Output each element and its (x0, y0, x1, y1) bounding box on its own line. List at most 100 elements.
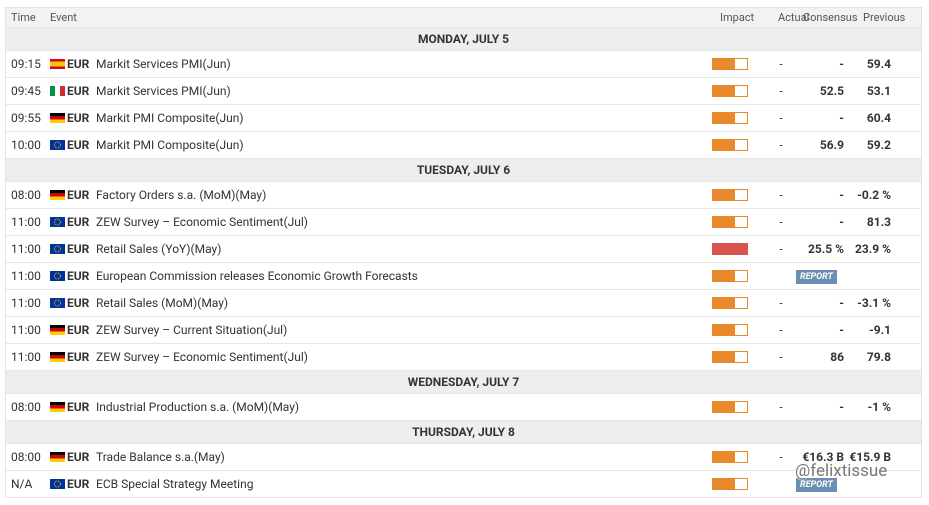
day-row: WEDNESDAY, JULY 7 (6, 371, 921, 394)
previous: -1 % (867, 400, 891, 414)
impact-bar (712, 139, 748, 151)
event-row: 08:00 EUR Trade Balance s.a.(May) - €16.3 B €… (6, 444, 921, 471)
flag-icon (50, 479, 65, 489)
event-currency: EUR (67, 84, 90, 98)
previous: -0.2 % (857, 188, 891, 202)
flag-icon (50, 86, 65, 96)
impact-bar (712, 216, 748, 228)
flag (50, 452, 67, 462)
flag-icon (50, 140, 65, 150)
flag-icon (50, 190, 65, 200)
previous: 79.8 (866, 350, 891, 364)
event-name: Factory Orders s.a. (MoM)(May) (96, 188, 267, 202)
event-time: 09:55 (11, 111, 41, 125)
event-currency: EUR (67, 188, 90, 202)
flag (50, 190, 67, 200)
actual: - (779, 450, 783, 464)
consensus: 86 (830, 350, 844, 364)
flag (50, 402, 67, 412)
event-currency: EUR (67, 400, 90, 414)
event-currency: EUR (67, 477, 90, 491)
event-currency: EUR (67, 350, 90, 364)
previous: -3.1 % (857, 296, 891, 310)
flag (50, 325, 67, 335)
event-currency: EUR (67, 111, 90, 125)
consensus: 56.9 (819, 138, 844, 152)
flag-icon (50, 271, 65, 281)
actual: - (779, 242, 783, 256)
consensus: - (839, 57, 844, 71)
flag (50, 271, 67, 281)
day-row: TUESDAY, JULY 6 (6, 159, 921, 182)
report-button[interactable]: REPORT (796, 478, 837, 492)
day-title: WEDNESDAY, JULY 7 (407, 375, 520, 389)
consensus: REPORT (796, 476, 844, 492)
day-title: TUESDAY, JULY 6 (416, 163, 511, 177)
impact (705, 112, 763, 124)
event-row: 11:00 EUR ZEW Survey – Current Situation(J… (6, 317, 921, 344)
impact (705, 58, 763, 70)
previous: -9.1 (869, 323, 891, 337)
flag-icon (50, 452, 65, 462)
impact-bar (712, 189, 748, 201)
impact (705, 189, 763, 201)
event-row: 11:00 EUR Retail Sales (MoM)(May) - - -3.1 % (6, 290, 921, 317)
header-cell: Time (11, 11, 36, 24)
event-time: 10:00 (11, 138, 41, 152)
impact (705, 270, 763, 282)
actual: - (779, 111, 783, 125)
impact-bar (712, 324, 748, 336)
event-row: N/A EUR ECB Special Strategy Meeting REPORT (6, 471, 921, 497)
header-row: Time Event Impact Actual Consensus Previ… (6, 8, 921, 28)
previous: 59.4 (866, 57, 891, 71)
event-time: 11:00 (11, 242, 41, 256)
actual: - (779, 350, 783, 364)
event-currency: EUR (67, 215, 90, 229)
event-time: 09:15 (11, 57, 41, 71)
calendar-table: Time Event Impact Actual Consensus Previ… (5, 7, 922, 498)
event-time: 08:00 (11, 400, 41, 414)
watermark: @felixtissue (795, 461, 888, 481)
event-name: European Commission releases Economic Gr… (96, 269, 418, 283)
actual: - (779, 188, 783, 202)
impact (705, 243, 763, 255)
header-cell: Impact (720, 11, 755, 24)
event-name: Trade Balance s.a.(May) (96, 450, 225, 464)
impact-bar (712, 112, 748, 124)
consensus: - (839, 215, 844, 229)
header-cell: Actual (778, 11, 810, 24)
previous: 81.3 (866, 215, 891, 229)
event-currency: EUR (67, 323, 90, 337)
flag-icon (50, 217, 65, 227)
event-row: 09:55 EUR Markit PMI Composite(Jun) - - 60.4 (6, 105, 921, 132)
previous: 60.4 (866, 111, 891, 125)
impact (705, 85, 763, 97)
flag (50, 113, 67, 123)
previous: €15.9 B (849, 450, 891, 464)
actual: - (779, 215, 783, 229)
report-button[interactable]: REPORT (796, 270, 837, 284)
event-name: Markit PMI Composite(Jun) (96, 111, 244, 125)
flag-icon (50, 402, 65, 412)
event-time: 11:00 (11, 323, 41, 337)
event-row: 11:00 EUR Retail Sales (YoY)(May) - 25.5 % 23… (6, 236, 921, 263)
event-time: 09:45 (11, 84, 41, 98)
event-time: 08:00 (11, 188, 41, 202)
event-name: Markit Services PMI(Jun) (96, 57, 231, 71)
flag (50, 298, 67, 308)
event-row: 08:00 EUR Industrial Production s.a. (MoM)… (6, 394, 921, 421)
header-cell: Previous (863, 11, 906, 24)
event-name: ZEW Survey – Current Situation(Jul) (96, 323, 288, 337)
flag (50, 244, 67, 254)
actual: - (779, 138, 783, 152)
previous: 53.1 (866, 84, 891, 98)
flag (50, 59, 67, 69)
impact-bar (712, 58, 748, 70)
day-title: THURSDAY, JULY 8 (412, 425, 515, 439)
event-name: Markit PMI Composite(Jun) (96, 138, 244, 152)
flag (50, 140, 67, 150)
consensus: - (839, 188, 844, 202)
flag-icon (50, 244, 65, 254)
event-name: ECB Special Strategy Meeting (96, 477, 254, 491)
